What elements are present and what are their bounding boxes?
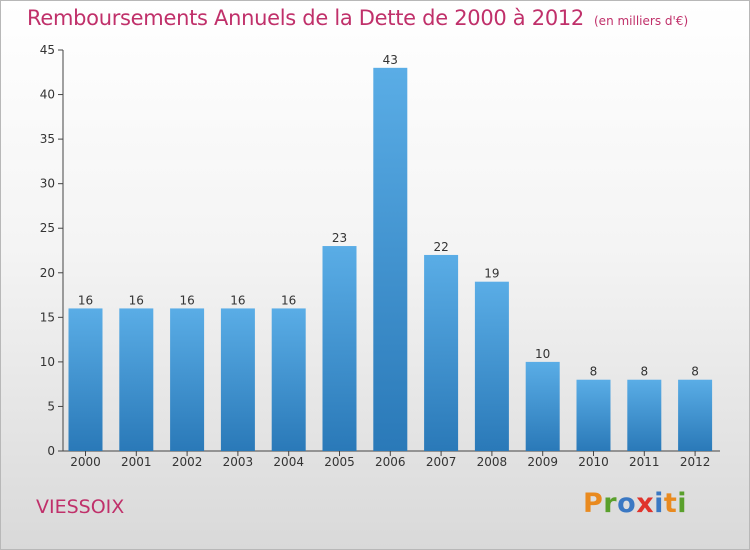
x-tick-label: 2005 [324, 455, 355, 469]
data-label: 22 [433, 240, 448, 254]
title-unit: (en milliers d'€) [594, 14, 689, 28]
x-tick-label: 2002 [172, 455, 203, 469]
x-tick-label: 2001 [121, 455, 152, 469]
x-tick-label: 2006 [375, 455, 406, 469]
data-label: 43 [383, 53, 398, 67]
data-label: 19 [484, 267, 499, 281]
logo-letter: i [654, 488, 664, 519]
bar-2008 [474, 281, 509, 451]
bar-2007 [424, 254, 459, 451]
logo-letter: i [677, 488, 688, 519]
y-tick-label: 30 [40, 177, 55, 191]
bar-2003 [220, 308, 255, 451]
data-label: 16 [78, 293, 93, 307]
bar-2012 [678, 379, 713, 451]
data-label: 23 [332, 231, 347, 245]
x-tick-label: 2000 [70, 455, 101, 469]
bar-2000 [68, 308, 103, 451]
bar-2010 [576, 379, 611, 451]
x-tick-label: 2007 [426, 455, 457, 469]
data-label: 8 [691, 365, 699, 379]
commune-name: VIESSOIX [36, 496, 125, 518]
y-tick-label: 40 [40, 88, 55, 102]
y-tick-label: 45 [40, 43, 55, 57]
x-tick-label: 2008 [477, 455, 508, 469]
y-tick-label: 35 [40, 132, 55, 146]
bar-2004 [271, 308, 306, 451]
data-label: 16 [230, 293, 245, 307]
proxiti-logo: Proxiti [583, 488, 687, 519]
x-tick-label: 2003 [223, 455, 254, 469]
x-tick-label: 2004 [273, 455, 304, 469]
bar-2001 [119, 308, 154, 451]
y-tick-label: 5 [47, 399, 55, 413]
logo-letter: r [603, 488, 618, 519]
y-tick-label: 0 [47, 444, 55, 458]
y-tick-label: 25 [40, 221, 55, 235]
data-label: 16 [179, 293, 194, 307]
y-tick-label: 15 [40, 310, 55, 324]
data-label: 8 [590, 365, 598, 379]
logo-letter: t [663, 488, 678, 519]
chart-title: Remboursements Annuels de la Dette de 20… [27, 6, 688, 30]
data-label: 16 [281, 293, 296, 307]
bar-2006 [373, 67, 408, 452]
x-tick-label: 2010 [578, 455, 609, 469]
bar-2002 [170, 308, 205, 451]
bar-2009 [525, 361, 560, 451]
x-tick-label: 2011 [629, 455, 660, 469]
data-label: 10 [535, 347, 550, 361]
y-tick-label: 20 [40, 266, 55, 280]
bar-2005 [322, 246, 357, 451]
logo-letter: o [617, 488, 637, 519]
logo-letter: x [636, 488, 655, 519]
title-text: Remboursements Annuels de la Dette de 20… [27, 6, 584, 30]
data-label: 8 [640, 365, 648, 379]
logo-letter: P [583, 488, 604, 519]
bar-2011 [627, 379, 662, 451]
data-label: 16 [129, 293, 144, 307]
x-tick-label: 2009 [527, 455, 558, 469]
x-tick-label: 2012 [680, 455, 711, 469]
y-tick-label: 10 [40, 355, 55, 369]
